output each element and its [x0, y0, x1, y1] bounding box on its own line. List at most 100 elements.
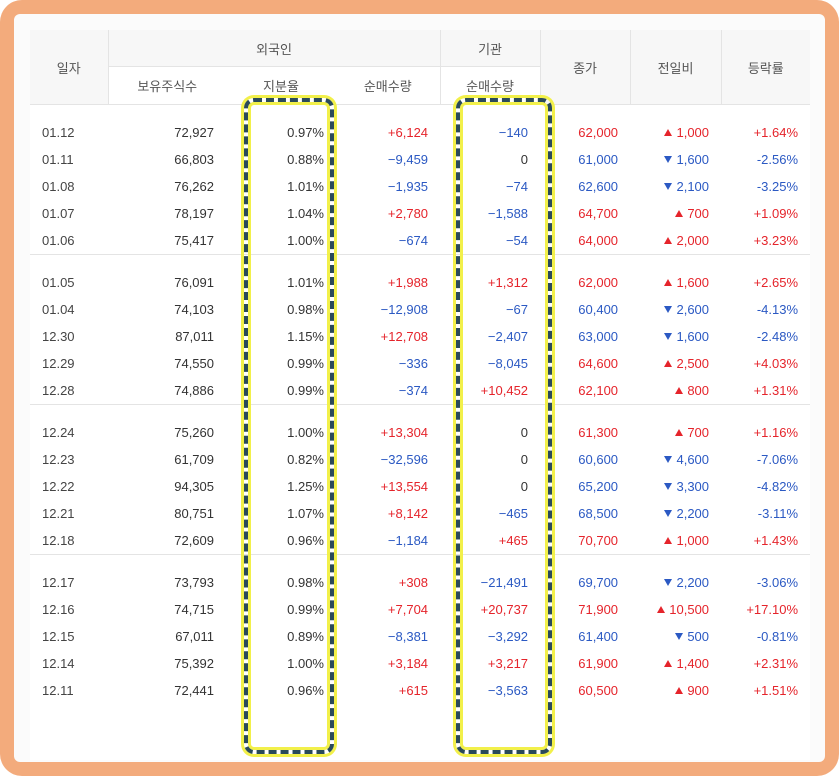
cell-holdings: 75,417: [174, 233, 214, 248]
cell-close: 63,000: [578, 329, 619, 344]
table-row: 12.17 73,793 0.98% +308 −21,491 69,700 2,200 -3…: [30, 569, 810, 596]
cell-rate: +17.10%: [746, 602, 799, 617]
cell-foreign-net: +1,988: [387, 275, 429, 290]
cell-rate: +2.31%: [753, 656, 799, 671]
table-row: 01.07 78,197 1.04% +2,780 −1,588 64,700 700 +1.…: [30, 200, 810, 227]
cell-close: 69,700: [578, 575, 619, 590]
cell-ratio: 1.00%: [287, 656, 324, 671]
cell-foreign-net: +12,708: [380, 329, 429, 344]
cell-date: 12.23: [42, 452, 75, 467]
cell-ratio: 1.01%: [287, 179, 324, 194]
cell-rate: -3.06%: [756, 575, 799, 590]
cell-date: 12.16: [42, 602, 75, 617]
cell-rate: -4.13%: [756, 302, 799, 317]
col-close-header: 종가: [539, 30, 631, 105]
cell-foreign-net: +3,184: [387, 656, 429, 671]
cell-close: 68,500: [578, 506, 619, 521]
cell-rate: -7.06%: [756, 452, 799, 467]
cell-foreign-net: −374: [398, 383, 429, 398]
cell-date: 01.12: [42, 125, 75, 140]
col-inst-net-header: 순매수량: [439, 66, 541, 105]
cell-inst-net: −67: [505, 302, 529, 317]
cell-foreign-net: +13,554: [380, 479, 429, 494]
cell-rate: -3.11%: [757, 506, 799, 521]
col-rate-header: 등락률: [720, 30, 811, 105]
cell-holdings: 94,305: [174, 479, 214, 494]
table-row: 12.30 87,011 1.15% +12,708 −2,407 63,000 1,600…: [30, 323, 810, 350]
table-row: 12.21 80,751 1.07% +8,142 −465 68,500 2,200 -3.…: [30, 500, 810, 527]
cell-rate: +1.16%: [753, 425, 799, 440]
cell-change: 2,100: [630, 173, 721, 200]
cell-foreign-net: −674: [398, 233, 429, 248]
cell-ratio: 0.99%: [287, 383, 324, 398]
cell-holdings: 74,103: [174, 302, 214, 317]
cell-rate: -4.82%: [756, 479, 799, 494]
cell-date: 12.30: [42, 329, 75, 344]
col-ratio-header: 지분율: [226, 66, 336, 105]
cell-rate: +1.31%: [753, 383, 799, 398]
group-separator: [30, 105, 810, 120]
cell-date: 01.07: [42, 206, 75, 221]
cell-inst-net: −54: [505, 233, 529, 248]
cell-ratio: 0.96%: [287, 533, 324, 548]
cell-foreign-net: +308: [398, 575, 429, 590]
cell-change: 2,500: [630, 350, 721, 377]
cell-inst-net: +465: [498, 533, 529, 548]
cell-holdings: 76,091: [174, 275, 214, 290]
group-separator: [30, 554, 811, 569]
cell-rate: +1.64%: [753, 125, 799, 140]
cell-rate: -2.56%: [756, 152, 799, 167]
table-row: 12.15 67,011 0.89% −8,381 −3,292 61,400 500 -0.…: [30, 623, 810, 650]
cell-rate: -3.25%: [756, 179, 799, 194]
cell-inst-net: −8,045: [487, 356, 529, 371]
cell-change: 1,000: [630, 119, 721, 146]
table-row: 12.23 61,709 0.82% −32,596 0 60,600 4,600 -7.06…: [30, 446, 810, 473]
cell-holdings: 75,260: [174, 425, 214, 440]
col-holdings-header: 보유주식수: [107, 66, 226, 105]
col-inst-group-header: 기관: [439, 30, 541, 67]
cell-rate: +4.03%: [753, 356, 799, 371]
cell-ratio: 0.88%: [287, 152, 324, 167]
cell-ratio: 1.04%: [287, 206, 324, 221]
cell-ratio: 0.98%: [287, 575, 324, 590]
cell-inst-net: +10,452: [480, 383, 529, 398]
table-row: 01.11 66,803 0.88% −9,459 0 61,000 1,600 -2.56%: [30, 146, 810, 173]
table-row: 12.18 72,609 0.96% −1,184 +465 70,700 1,000 +1.…: [30, 527, 810, 555]
cell-foreign-net: +6,124: [387, 125, 429, 140]
cell-rate: +2.65%: [753, 275, 799, 290]
cell-rate: +1.43%: [753, 533, 799, 548]
cell-foreign-net: −8,381: [387, 629, 429, 644]
cell-close: 64,700: [578, 206, 619, 221]
table-row: 01.05 76,091 1.01% +1,988 +1,312 62,000 1,600 +…: [30, 269, 810, 296]
cell-date: 12.11: [42, 683, 74, 698]
cell-holdings: 61,709: [174, 452, 214, 467]
cell-holdings: 87,011: [175, 329, 214, 344]
cell-date: 01.11: [42, 152, 74, 167]
cell-close: 62,000: [578, 125, 619, 140]
cell-change: 2,600: [630, 296, 721, 323]
cell-change: 2,200: [630, 569, 721, 596]
cell-ratio: 0.82%: [287, 452, 324, 467]
cell-change: 700: [630, 419, 721, 446]
cell-change: 10,500: [630, 596, 721, 623]
cell-ratio: 1.00%: [287, 233, 324, 248]
cell-change: 500: [630, 623, 721, 650]
table-row: 01.04 74,103 0.98% −12,908 −67 60,400 2,600 -4.…: [30, 296, 810, 323]
cell-rate: -0.81%: [756, 629, 799, 644]
cell-change: 1,600: [630, 146, 721, 173]
table-end-spacer: [30, 704, 810, 718]
cell-date: 12.21: [42, 506, 75, 521]
cell-foreign-net: +2,780: [387, 206, 429, 221]
cell-rate: +1.09%: [753, 206, 799, 221]
cell-rate: +3.23%: [753, 233, 799, 248]
table-body: 01.12 72,927 0.97% +6,124 −140 62,000 1,000 +1.…: [30, 105, 811, 719]
table-row: 12.29 74,550 0.99% −336 −8,045 64,600 2,500 +4.…: [30, 350, 810, 377]
cell-foreign-net: +615: [398, 683, 429, 698]
table-row: 12.24 75,260 1.00% +13,304 0 61,300 700 +1.16%: [30, 419, 810, 446]
cell-close: 60,600: [578, 452, 619, 467]
cell-date: 12.14: [42, 656, 75, 671]
cell-inst-net: −465: [498, 506, 529, 521]
cell-foreign-net: −12,908: [380, 302, 429, 317]
cell-holdings: 78,197: [174, 206, 214, 221]
cell-rate: +1.51%: [753, 683, 799, 698]
